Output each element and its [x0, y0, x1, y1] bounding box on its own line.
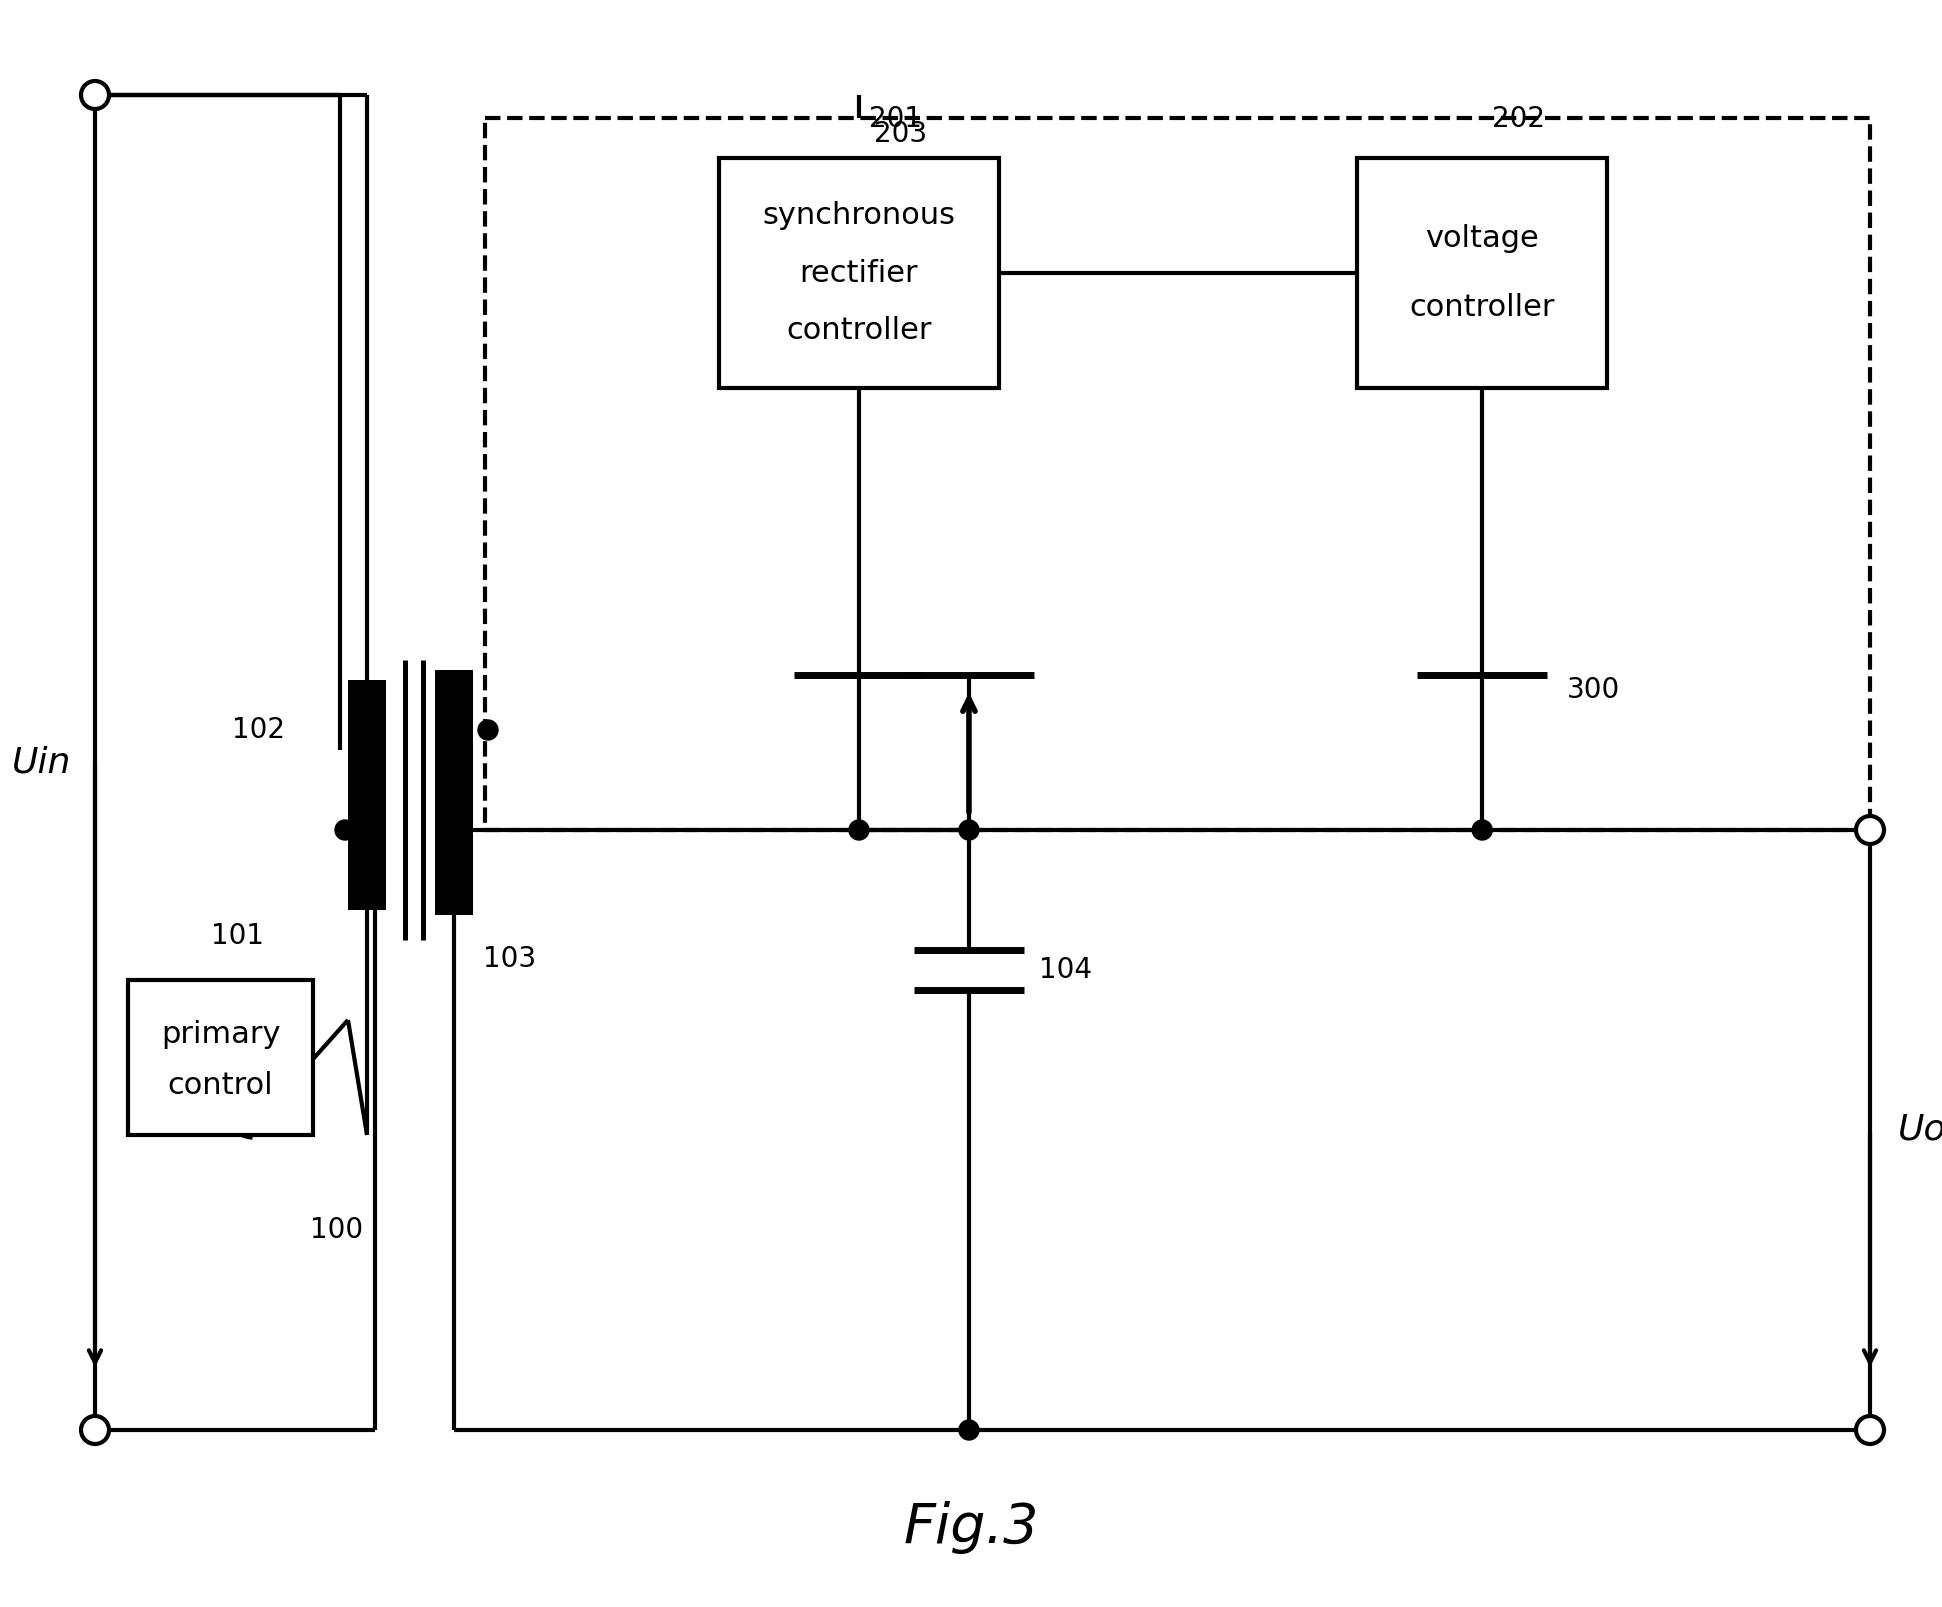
Text: 104: 104: [1039, 956, 1091, 983]
Bar: [1357, 157, 1608, 387]
Text: 300: 300: [1567, 677, 1620, 704]
Text: rectifier: rectifier: [800, 259, 919, 288]
Text: synchronous: synchronous: [763, 201, 955, 230]
Circle shape: [849, 820, 868, 840]
Text: 100: 100: [311, 1216, 363, 1244]
Circle shape: [959, 1421, 979, 1440]
Text: 202: 202: [1491, 104, 1546, 133]
Circle shape: [336, 820, 355, 840]
Text: 103: 103: [484, 945, 536, 972]
Bar: [435, 670, 474, 914]
Circle shape: [82, 80, 109, 109]
Bar: [719, 157, 998, 387]
Text: voltage: voltage: [1425, 223, 1540, 252]
Text: 201: 201: [868, 104, 922, 133]
Circle shape: [1472, 820, 1491, 840]
Text: Uout: Uout: [1897, 1114, 1942, 1147]
Text: 102: 102: [231, 717, 285, 744]
Circle shape: [478, 720, 497, 739]
Text: control: control: [167, 1070, 274, 1099]
Circle shape: [959, 820, 979, 840]
Circle shape: [82, 1416, 109, 1445]
Bar: [348, 680, 386, 910]
Text: 101: 101: [210, 922, 264, 950]
Text: primary: primary: [161, 1020, 280, 1049]
Text: controller: controller: [1410, 292, 1556, 321]
Circle shape: [1857, 816, 1884, 844]
Text: Uin: Uin: [12, 746, 72, 779]
Circle shape: [445, 820, 464, 840]
Text: Fig.3: Fig.3: [903, 1501, 1039, 1554]
Bar: [486, 117, 1870, 829]
Text: 203: 203: [874, 121, 926, 148]
Text: controller: controller: [787, 317, 932, 346]
Bar: [128, 980, 313, 1135]
Circle shape: [1857, 1416, 1884, 1445]
